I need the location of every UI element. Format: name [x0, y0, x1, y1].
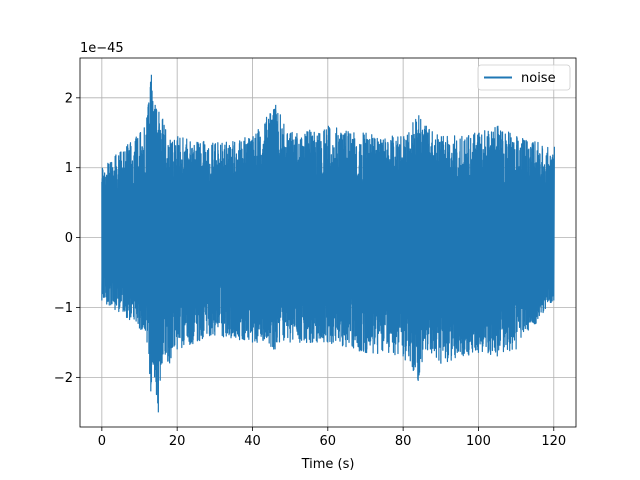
y-tick-label: −2: [54, 371, 73, 386]
axes: 0 20 40 60 80 100 120 −2 −1 0 1 2: [54, 57, 577, 449]
x-tick-label: 80: [395, 434, 412, 449]
y-scale-multiplier-label: 1e−45: [80, 41, 124, 56]
x-tick-label: 120: [541, 434, 566, 449]
y-tick-label: −1: [54, 301, 73, 316]
x-tick-label: 100: [466, 434, 491, 449]
x-tick-label: 60: [320, 434, 337, 449]
x-tick-label: 40: [244, 434, 261, 449]
x-tick-label: 0: [98, 434, 106, 449]
x-axis-label: Time (s): [301, 457, 355, 472]
legend: noise: [477, 64, 571, 91]
series-layer: [101, 74, 555, 413]
series-line-noise: [101, 74, 555, 413]
x-tick-label: 20: [169, 434, 186, 449]
legend-frame: [477, 64, 571, 91]
legend-entry-noise: noise: [521, 71, 556, 86]
y-tick-label: 1: [65, 161, 73, 176]
y-tick-label: 2: [65, 91, 73, 106]
y-tick-label: 0: [65, 231, 73, 246]
